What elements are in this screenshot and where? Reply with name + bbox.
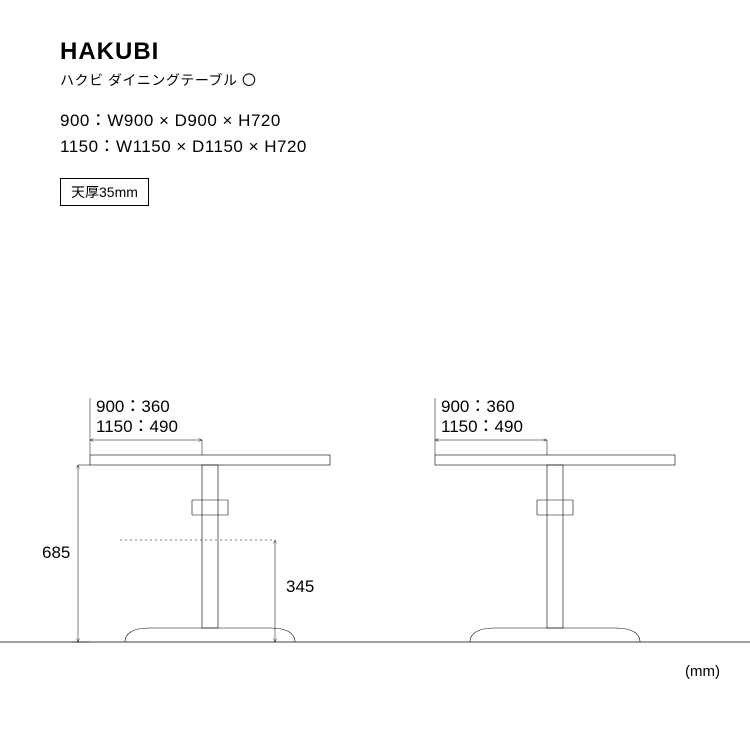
table-elevation-left xyxy=(90,455,330,642)
dim-overhang-left: 900：360 1150：490 xyxy=(90,397,202,455)
dim-height-685-label: 685 xyxy=(42,543,70,562)
table-elevation-right xyxy=(435,455,675,642)
dimension-diagram: 900：360 1150：490 900：360 1150：490 685 34… xyxy=(0,0,750,750)
dim-overhang-right: 900：360 1150：490 xyxy=(435,397,547,455)
dim-height-345-label: 345 xyxy=(286,577,314,596)
dim-height-345: 345 xyxy=(120,540,314,642)
dim-overhang-left-line2: 1150：490 xyxy=(96,417,178,436)
dim-overhang-right-line2: 1150：490 xyxy=(441,417,523,436)
dim-overhang-left-line1: 900：360 xyxy=(96,397,170,416)
dim-overhang-right-line1: 900：360 xyxy=(441,397,515,416)
dim-height-685: 685 xyxy=(42,465,90,642)
